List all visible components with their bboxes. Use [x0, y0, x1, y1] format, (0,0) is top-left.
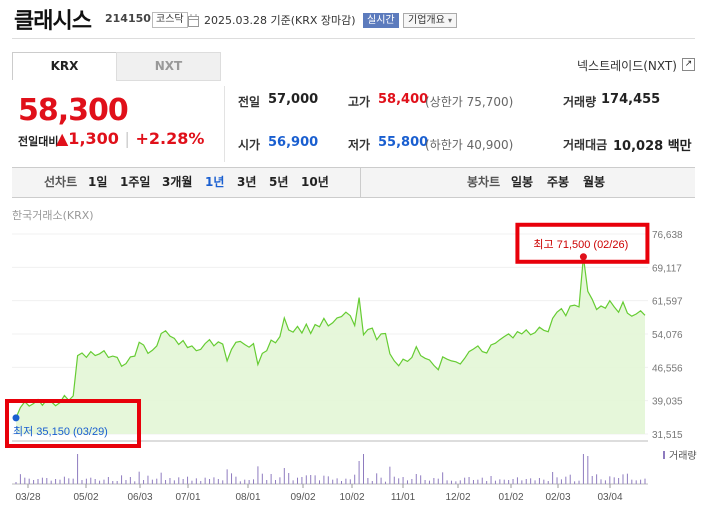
period-1y[interactable]: 1년 [205, 175, 225, 189]
x-tick-label: 03/04 [597, 492, 622, 503]
line-chart-label: 선차트 [44, 175, 78, 189]
period-3y[interactable]: 3년 [237, 175, 257, 189]
period-3m[interactable]: 3개월 [162, 175, 193, 189]
candle-week[interactable]: 주봉 [547, 175, 570, 189]
x-tick-label: 05/02 [73, 492, 98, 503]
market-tabs: KRX NXT [12, 52, 221, 81]
x-tick-label: 03/28 [15, 492, 40, 503]
x-tick-label: 02/03 [545, 492, 570, 503]
y-tick-label: 76,638 [652, 230, 683, 241]
basis-text: 기준(KRX 장마감) [270, 14, 356, 27]
period-1d[interactable]: 1일 [88, 175, 108, 189]
x-tick-label: 09/02 [290, 492, 315, 503]
low-label: 저가 [348, 138, 371, 152]
min-point [12, 414, 20, 422]
x-tick-label: 12/02 [445, 492, 470, 503]
max-highlight-box [515, 222, 650, 264]
y-tick-label: 31,515 [652, 430, 683, 441]
price-line [15, 256, 646, 419]
period-toolbar: 선차트 1일 1주일 3개월 1년 3년 5년 10년 봉차트 일봉 주봉 월봉 [12, 167, 695, 198]
tab-nxt[interactable]: NXT [116, 52, 221, 81]
period-1w[interactable]: 1주일 [120, 175, 151, 189]
nextrade-link[interactable]: 넥스트레이드(NXT) [577, 59, 677, 73]
candle-day[interactable]: 일봉 [511, 175, 534, 189]
stock-name: 클래시스 [14, 9, 92, 34]
prev-close-value: 57,000 [268, 92, 319, 107]
company-info-button[interactable]: 기업개요 ▾ [403, 13, 458, 28]
change-label: 전일대비 [18, 135, 59, 148]
volume-label: 거래량 [563, 95, 597, 109]
date-text: 2025.03.28 [204, 14, 267, 27]
volume-legend-swatch [663, 451, 665, 459]
low-value: 55,800 [378, 135, 429, 150]
x-tick-label: 11/01 [391, 492, 416, 503]
volume-value: 174,455 [601, 92, 661, 107]
change-amount: ▲1,300 [56, 129, 119, 148]
x-tick-label: 08/01 [235, 492, 260, 503]
current-price: 58,300 [18, 93, 129, 128]
header-divider [12, 38, 695, 39]
y-tick-label: 69,117 [652, 263, 682, 274]
y-tick-label: 61,597 [652, 297, 683, 308]
lower-limit: (하한가 40,900) [425, 138, 514, 152]
min-highlight-box [5, 399, 141, 448]
quote-divider [224, 86, 225, 162]
y-tick-label: 46,556 [652, 363, 683, 374]
stock-code: 214150 [105, 12, 151, 25]
market-badge: 코스닥 [152, 12, 188, 28]
tab-krx[interactable]: KRX [12, 52, 117, 80]
candle-month[interactable]: 월봉 [583, 175, 606, 189]
chart-source: 한국거래소(KRX) [12, 209, 94, 222]
prev-close-label: 전일 [238, 95, 261, 109]
volume-legend: 거래량 [669, 450, 697, 462]
y-tick-label: 39,035 [652, 397, 683, 408]
max-point [579, 253, 587, 261]
open-value: 56,900 [268, 135, 319, 150]
external-link-icon[interactable]: ↗ [682, 58, 695, 71]
max-annotation: 최고 71,500 (02/26) [533, 238, 628, 251]
chevron-down-icon: ▾ [448, 16, 453, 25]
amount-value: 10,028 백만 [613, 139, 692, 154]
high-value: 58,400 [378, 92, 429, 107]
company-info-label: 기업개요 [408, 15, 445, 26]
toolbar-divider [360, 168, 361, 197]
period-5y[interactable]: 5년 [269, 175, 289, 189]
x-tick-label: 07/01 [175, 492, 200, 503]
open-label: 시가 [238, 138, 261, 152]
change-value: ▲1,300 | +2.28% [56, 129, 205, 148]
candle-chart-label: 봉차트 [467, 175, 501, 189]
x-tick-label: 01/02 [498, 492, 523, 503]
x-tick-label: 06/03 [127, 492, 152, 503]
x-tick-label: 10/02 [339, 492, 364, 503]
amount-label: 거래대금 [563, 138, 608, 152]
y-tick-label: 54,076 [652, 330, 683, 341]
upper-limit: (상한가 75,700) [425, 95, 514, 109]
high-label: 고가 [348, 95, 371, 109]
price-area [16, 256, 645, 434]
change-percent: +2.28% [135, 129, 205, 148]
quote-date: 2025.03.28 기준(KRX 장마감) [204, 12, 356, 28]
period-10y[interactable]: 10년 [301, 175, 329, 189]
min-annotation: 최저 35,150 (03/29) [13, 425, 108, 438]
calendar-icon [188, 12, 199, 27]
realtime-button[interactable]: 실시간 [363, 13, 399, 28]
